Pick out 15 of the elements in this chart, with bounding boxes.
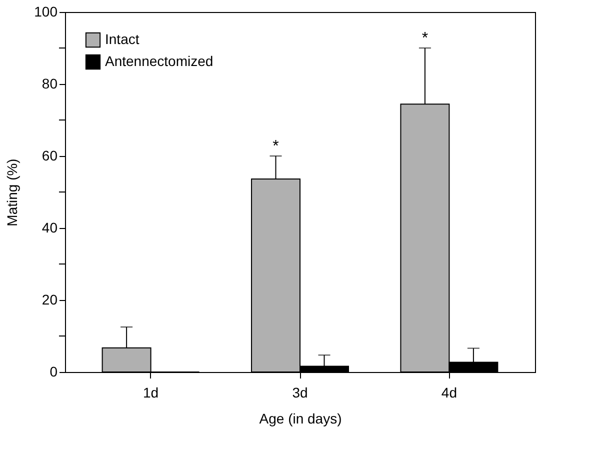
annotation: * <box>272 138 279 155</box>
y-axis-title: Mating (%) <box>4 158 20 226</box>
y-tick-label: 40 <box>42 220 58 236</box>
y-tick-label: 20 <box>42 292 58 308</box>
x-axis-title: Age (in days) <box>259 410 342 426</box>
y-tick-label: 80 <box>42 76 58 92</box>
x-tick-label: 1d <box>143 384 159 400</box>
y-tick-label: 60 <box>42 148 58 164</box>
legend-label: Antennectomized <box>105 53 214 69</box>
y-tick-label: 0 <box>50 364 58 380</box>
x-tick-label: 4d <box>441 384 457 400</box>
y-tick-label: 100 <box>34 4 58 20</box>
x-tick-label: 3d <box>292 384 308 400</box>
annotation: * <box>422 30 428 47</box>
legend-label: Intact <box>105 31 140 47</box>
